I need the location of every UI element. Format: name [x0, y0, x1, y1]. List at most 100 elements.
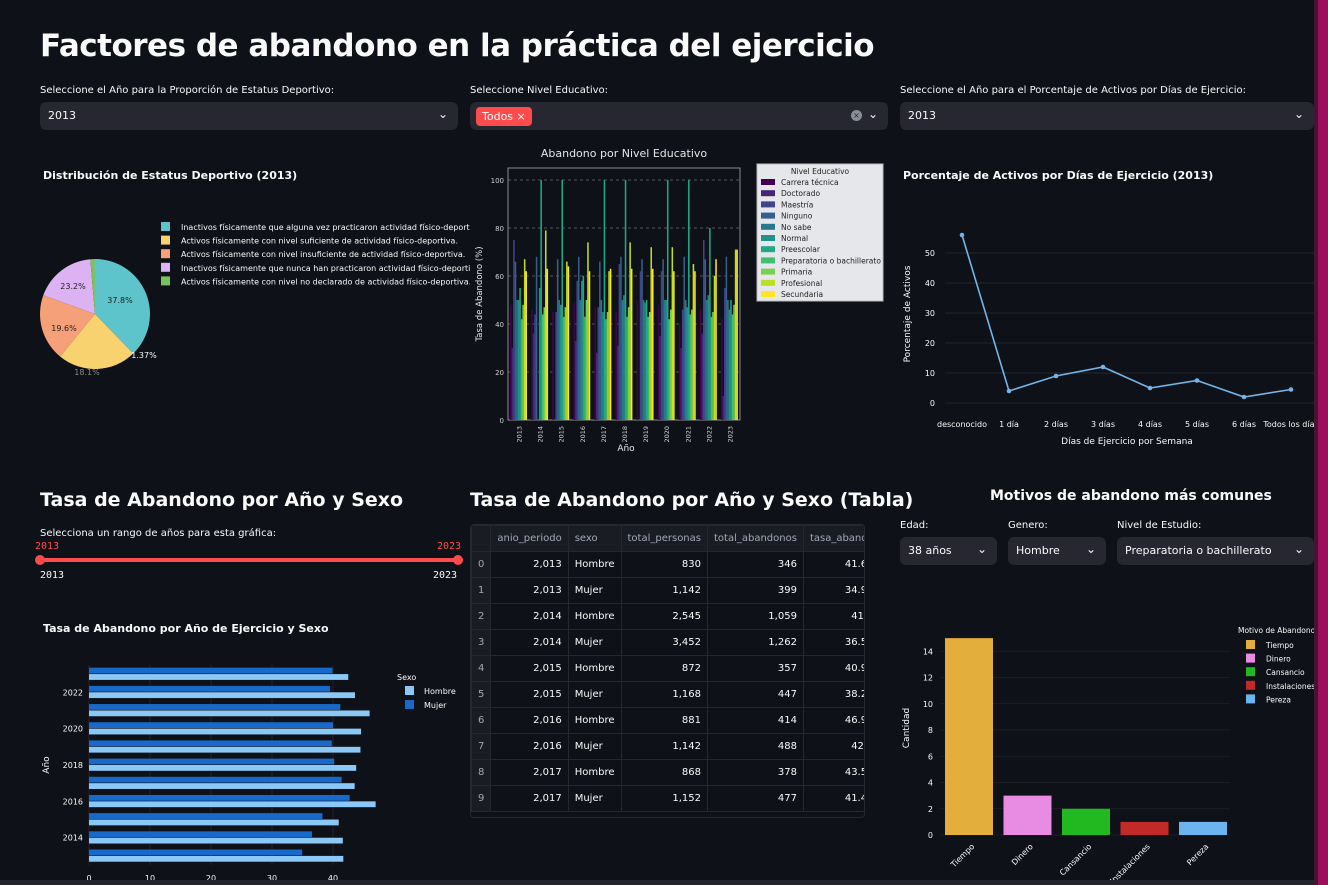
chevron-down-icon[interactable]: ⌄ [1293, 542, 1304, 556]
table-index-cell: 2 [471, 603, 492, 630]
table-cell: 2,013 [490, 577, 569, 604]
table-column-header[interactable]: total_abandonos [706, 525, 804, 552]
slider-high-handle[interactable] [453, 555, 463, 565]
sex-bar-hombre [89, 746, 361, 753]
edu-legend-label: Normal [781, 234, 808, 243]
edu-x-tick: 2016 [579, 426, 587, 443]
table-cell: 1,142 [620, 577, 708, 604]
edu-legend-swatch [761, 179, 775, 185]
chevron-down-icon[interactable]: ⌄ [1293, 107, 1304, 121]
table-cell: 2,016 [490, 707, 569, 734]
edu-bar [630, 268, 633, 420]
tag-remove-icon[interactable]: × [516, 110, 526, 123]
pie-legend-label: Activos físicamente con nivel suficiente… [181, 237, 458, 246]
line-x-tick: desconocido [937, 420, 987, 429]
sex-bar-hombre [89, 765, 357, 771]
edu-bar [514, 261, 517, 420]
edu-tag[interactable]: Todos × [476, 107, 532, 126]
chevron-down-icon[interactable]: ⌄ [976, 542, 987, 556]
table-column-header[interactable]: sexo [567, 525, 622, 552]
year-pie-select[interactable]: 2013 ⌄ [40, 102, 458, 130]
edad-select[interactable]: 38 años ⌄ [900, 537, 997, 565]
edu-bar [659, 336, 661, 420]
edu-bar [657, 304, 660, 420]
sex-y-tick: 2014 [63, 834, 83, 843]
edu-bar [629, 242, 631, 420]
pie-slice [90, 259, 95, 314]
edu-bar [663, 300, 666, 420]
edu-bar [665, 300, 667, 420]
table-column-header[interactable]: total_personas [620, 525, 708, 552]
motivos-legend-title: Motivo de Abandono [1238, 626, 1314, 635]
table-column-header[interactable]: tasa_abandono [802, 525, 864, 552]
sex-bar-mujer [89, 704, 341, 710]
table-cell: 2,015 [490, 681, 569, 708]
data-table-frame[interactable]: anio_periodo sexo total_personas total_aban… [470, 524, 865, 818]
sex-x-tick: 10 [145, 874, 155, 883]
edu-bar [561, 180, 564, 420]
edu-bar [627, 307, 630, 420]
chevron-down-icon[interactable]: ⌄ [867, 107, 878, 121]
edu-bar [620, 256, 622, 420]
table-cell: 872 [620, 655, 708, 682]
edu-bar [608, 271, 610, 420]
edu-legend-label: Primaria [781, 268, 812, 277]
line-point [959, 232, 965, 238]
edu-bar [564, 307, 567, 420]
pie-slice [95, 259, 150, 354]
edu-x-tick: 2014 [537, 426, 545, 443]
clear-icon[interactable]: × [851, 110, 862, 121]
chevron-down-icon[interactable]: ⌄ [1085, 542, 1096, 556]
bottom-scroll-edge[interactable] [0, 880, 1314, 885]
table-cell: 2,015 [490, 655, 569, 682]
genero-select[interactable]: Hombre ⌄ [1008, 537, 1106, 565]
table-cell: Mujer [567, 681, 622, 708]
table-index-cell: 8 [471, 759, 492, 786]
edu-bar [545, 230, 547, 420]
sex-bar-hombre [89, 801, 376, 808]
edu-multiselect[interactable]: Todos × × ⌄ [470, 102, 888, 130]
motivos-bar [1062, 808, 1110, 835]
motivos-x-tick: Instalaciones [1108, 842, 1151, 885]
edu-bar [724, 288, 726, 420]
table-cell: 41.6867 [802, 551, 864, 578]
slider-track[interactable] [40, 558, 458, 562]
edu-bar [543, 307, 546, 420]
edu-bar [670, 309, 672, 420]
table-column-header[interactable]: anio_periodo [490, 525, 569, 552]
data-table[interactable]: anio_periodo sexo total_personas total_aban… [471, 525, 864, 812]
edu-bar [621, 300, 624, 420]
edu-bar [605, 319, 607, 420]
sex-bar-mujer [89, 831, 313, 838]
sex-bar-mujer [89, 849, 303, 856]
edu-bar [684, 300, 687, 420]
window-edge [1314, 0, 1328, 885]
line-point [1006, 388, 1012, 394]
motivos-bar [1003, 795, 1052, 835]
estudio-select[interactable]: Preparatoria o bachillerato ⌄ [1117, 537, 1314, 565]
sex-bar-hombre [89, 855, 344, 862]
motivos-y-tick: 6 [928, 752, 933, 761]
page-title: Factores de abandono en la práctica del … [40, 28, 875, 64]
edu-x-tick: 2017 [600, 426, 608, 443]
edad-select-value: 38 años [908, 544, 952, 557]
year-days-select[interactable]: 2013 ⌄ [900, 102, 1314, 130]
chevron-down-icon[interactable]: ⌄ [437, 107, 448, 121]
slider-low-handle[interactable] [35, 555, 45, 565]
genero-select-value: Hombre [1016, 544, 1060, 557]
table-cell: 2,014 [490, 603, 569, 630]
edu-y-tick: 20 [495, 369, 504, 377]
edu-bar [648, 312, 651, 420]
edu-bar [556, 259, 559, 420]
table-cell: 488 [706, 733, 804, 760]
